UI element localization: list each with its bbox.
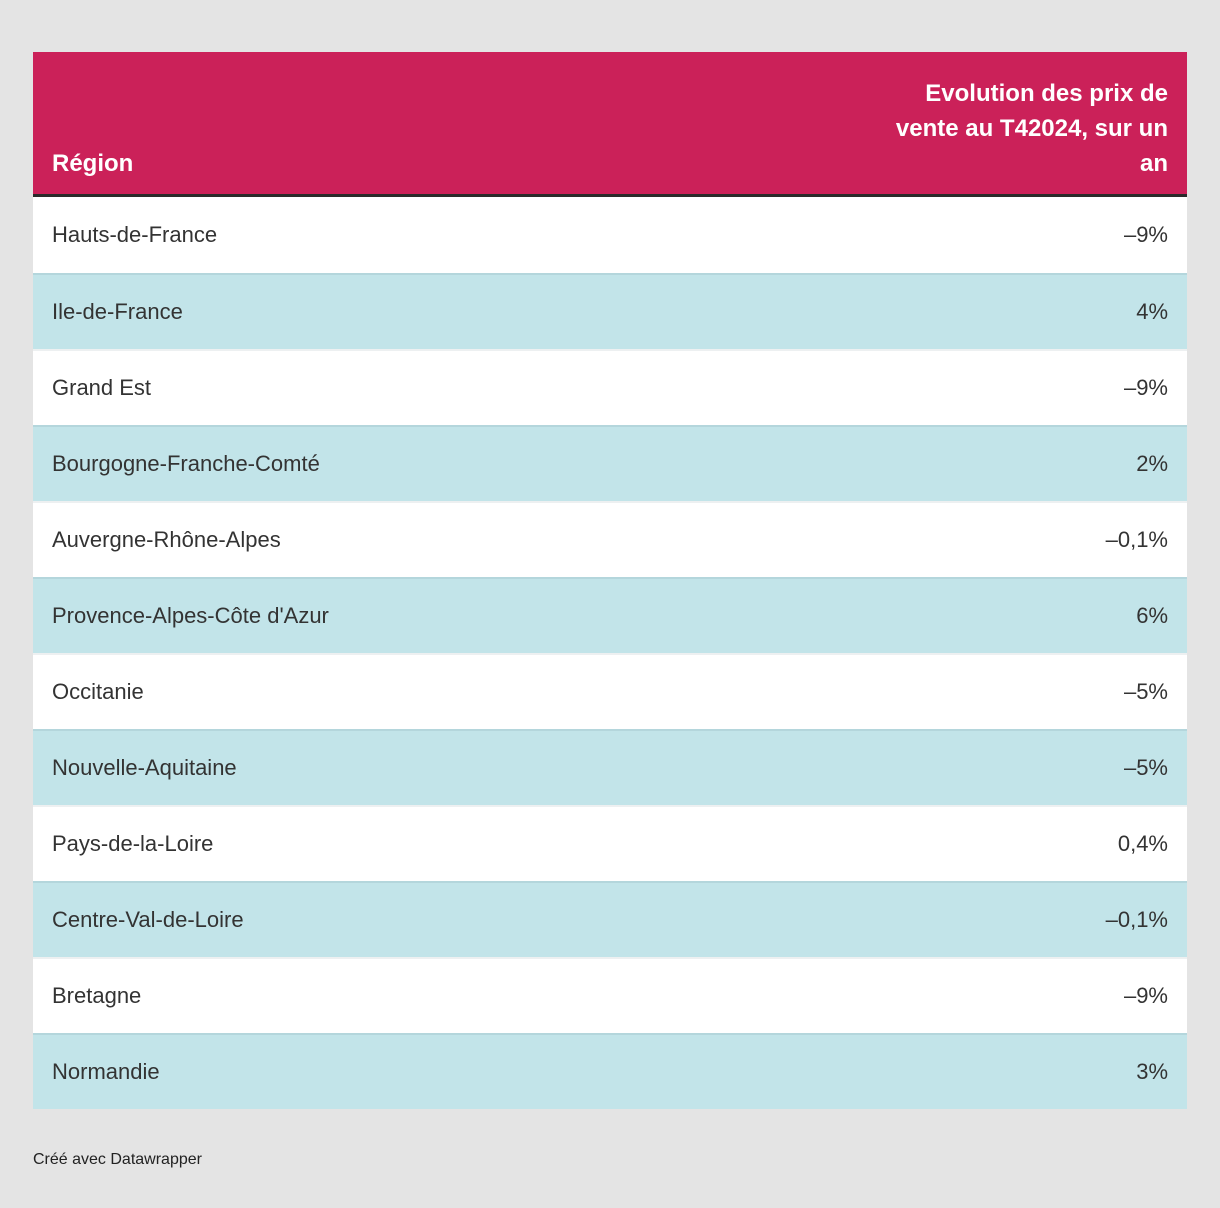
value-cell: –0,1% xyxy=(1105,527,1168,553)
table-header-row: Région Evolution des prix de vente au T4… xyxy=(33,52,1187,198)
value-cell: 0,4% xyxy=(1117,831,1168,857)
table-row: Normandie 3% xyxy=(33,1033,1187,1110)
region-cell: Normandie xyxy=(52,1059,160,1085)
region-cell: Auvergne-Rhône-Alpes xyxy=(52,527,281,553)
table-row: Nouvelle-Aquitaine –5% xyxy=(33,729,1187,806)
value-cell: 4% xyxy=(1136,299,1168,325)
table-row: Centre-Val-de-Loire –0,1% xyxy=(33,881,1187,958)
value-cell: 3% xyxy=(1136,1059,1168,1085)
region-cell: Bourgogne-Franche-Comté xyxy=(52,451,320,477)
value-cell: –9% xyxy=(1123,375,1168,401)
column-header-evolution: Evolution des prix de vente au T42024, s… xyxy=(895,80,1168,177)
region-cell: Ile-de-France xyxy=(52,299,183,325)
region-cell: Pays-de-la-Loire xyxy=(52,831,214,857)
region-cell: Centre-Val-de-Loire xyxy=(52,907,244,933)
regions-price-table: Région Evolution des prix de vente au T4… xyxy=(33,52,1187,1110)
value-cell: –9% xyxy=(1123,222,1168,248)
table-row: Ile-de-France 4% xyxy=(33,273,1187,350)
table-row: Grand Est –9% xyxy=(33,349,1187,426)
value-cell: 2% xyxy=(1136,451,1168,477)
value-cell: 6% xyxy=(1136,603,1168,629)
table-row: Provence-Alpes-Côte d'Azur 6% xyxy=(33,577,1187,654)
column-header-region: Région xyxy=(52,149,134,177)
datawrapper-credit[interactable]: Créé avec Datawrapper xyxy=(33,1151,202,1168)
table-row: Occitanie –5% xyxy=(33,653,1187,730)
region-cell: Provence-Alpes-Côte d'Azur xyxy=(52,603,329,629)
table-body: Hauts-de-France –9% Ile-de-France 4% Gra… xyxy=(33,197,1187,1110)
region-cell: Bretagne xyxy=(52,983,142,1009)
table-row: Pays-de-la-Loire 0,4% xyxy=(33,805,1187,882)
region-cell: Grand Est xyxy=(52,375,152,401)
value-cell: –5% xyxy=(1123,755,1168,781)
table-row: Auvergne-Rhône-Alpes –0,1% xyxy=(33,501,1187,578)
table-row: Bourgogne-Franche-Comté 2% xyxy=(33,425,1187,502)
table-row: Hauts-de-France –9% xyxy=(33,197,1187,274)
table-row: Bretagne –9% xyxy=(33,957,1187,1034)
region-cell: Nouvelle-Aquitaine xyxy=(52,755,237,781)
value-cell: –5% xyxy=(1123,679,1168,705)
value-cell: –9% xyxy=(1123,983,1168,1009)
region-cell: Hauts-de-France xyxy=(52,222,218,248)
region-cell: Occitanie xyxy=(52,679,144,705)
value-cell: –0,1% xyxy=(1105,907,1168,933)
